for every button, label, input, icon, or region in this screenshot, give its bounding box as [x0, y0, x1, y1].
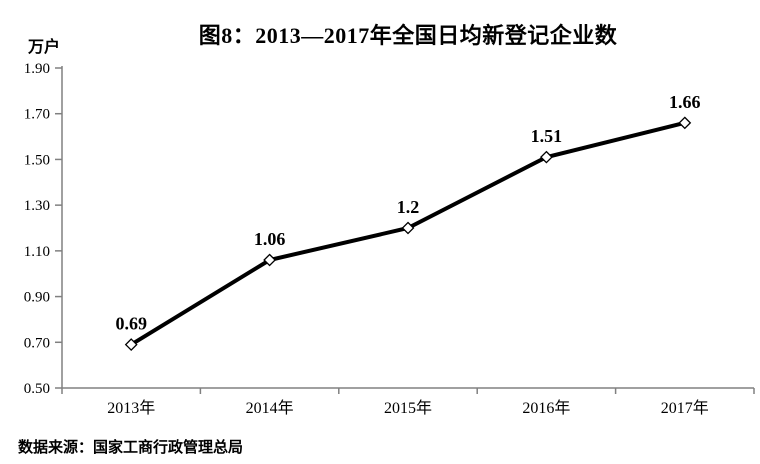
y-axis-unit-label: 万户	[28, 39, 61, 56]
y-axis-tick-label: 0.50	[24, 381, 50, 397]
data-point-marker	[124, 338, 138, 351]
data-point-marker	[401, 221, 415, 235]
y-axis-tick-label: 0.90	[24, 290, 50, 306]
data-point-marker	[263, 253, 277, 267]
y-axis-tick-label: 1.10	[24, 244, 50, 260]
data-point-marker	[678, 116, 692, 130]
y-axis-tick-label: 0.70	[24, 335, 50, 351]
x-axis-tick-label: 2017年	[661, 399, 709, 417]
y-axis-tick-label: 1.30	[24, 198, 50, 214]
x-axis-tick-label: 2016年	[522, 399, 570, 417]
data-point-label: 1.66	[669, 92, 701, 112]
x-axis-tick-label: 2013年	[107, 399, 155, 417]
y-axis-tick-label: 1.90	[24, 61, 50, 77]
data-point-label: 1.2	[397, 197, 420, 217]
y-axis-tick-label: 1.50	[24, 152, 50, 168]
y-axis-tick-label: 1.70	[24, 107, 50, 123]
chart-title: 图8：2013—2017年全国日均新登记企业数	[198, 23, 618, 48]
data-point-marker	[539, 150, 553, 164]
data-point-label: 1.51	[531, 126, 563, 146]
x-axis-tick-label: 2014年	[246, 399, 294, 417]
data-point-label: 0.69	[115, 314, 147, 334]
data-point-label: 1.06	[254, 229, 286, 249]
data-source-note: 数据来源：国家工商行政管理总局	[18, 439, 244, 456]
x-axis-tick-label: 2015年	[384, 399, 432, 417]
